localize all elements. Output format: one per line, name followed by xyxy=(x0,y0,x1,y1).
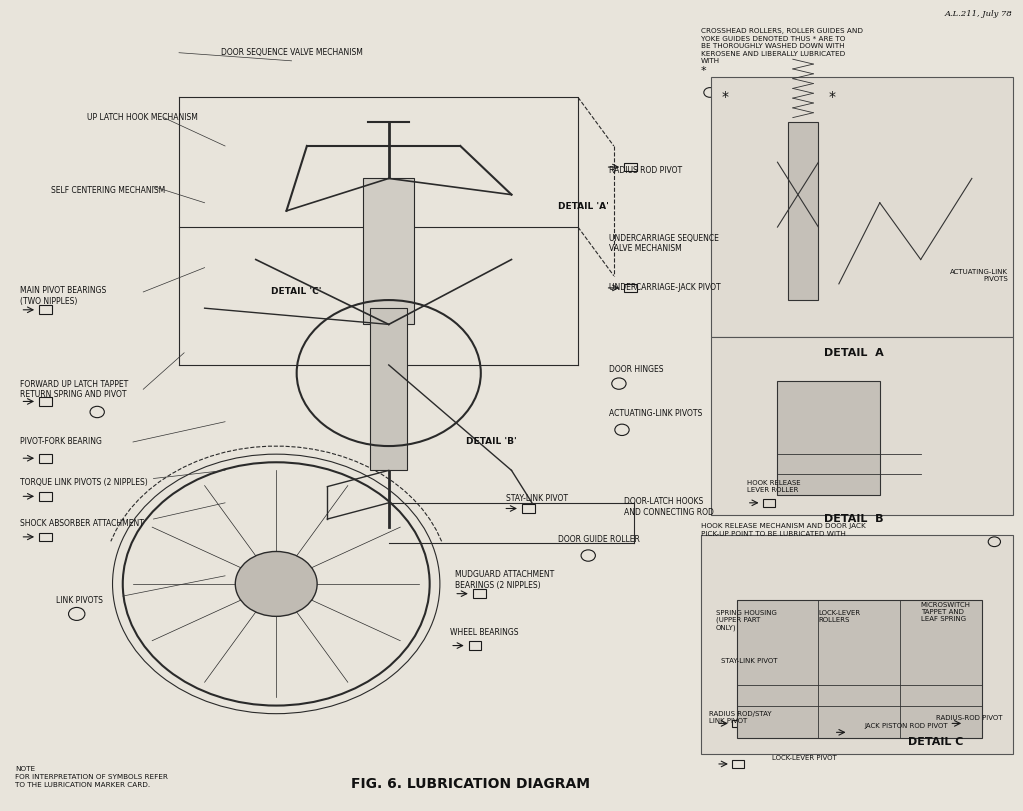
Bar xyxy=(370,308,407,470)
Text: LOCK-LEVER PIVOT: LOCK-LEVER PIVOT xyxy=(772,755,837,762)
Text: DOOR HINGES: DOOR HINGES xyxy=(609,364,663,374)
Text: *: * xyxy=(701,67,706,76)
Bar xyxy=(39,397,52,406)
Text: STAY-LINK PIVOT: STAY-LINK PIVOT xyxy=(721,658,777,664)
Text: DETAIL  A: DETAIL A xyxy=(825,348,884,358)
Text: RADIUS-ROD PIVOT: RADIUS-ROD PIVOT xyxy=(936,714,1003,721)
Text: *: * xyxy=(721,90,728,105)
Text: DETAIL 'C': DETAIL 'C' xyxy=(271,287,321,297)
Bar xyxy=(701,535,1013,754)
Bar xyxy=(522,504,535,513)
Text: DETAIL  B: DETAIL B xyxy=(825,514,884,524)
Bar xyxy=(788,122,818,300)
Text: RADIUS ROD/STAY
LINK PIVOT: RADIUS ROD/STAY LINK PIVOT xyxy=(709,711,771,724)
Text: *: * xyxy=(829,90,836,105)
Bar xyxy=(624,284,637,292)
Bar xyxy=(966,719,977,727)
Text: ACTUATING-LINK
PIVOTS: ACTUATING-LINK PIVOTS xyxy=(949,269,1008,282)
Bar xyxy=(363,178,414,324)
Text: PIVOT-FORK BEARING: PIVOT-FORK BEARING xyxy=(20,437,102,447)
Text: DETAIL C: DETAIL C xyxy=(908,737,964,747)
Text: NOTE
FOR INTERPRETATION OF SYMBOLS REFER
TO THE LUBRICATION MARKER CARD.: NOTE FOR INTERPRETATION OF SYMBOLS REFER… xyxy=(15,766,168,788)
Text: SPRING HOUSING
(UPPER PART
ONLY): SPRING HOUSING (UPPER PART ONLY) xyxy=(716,610,777,631)
Text: DOOR-LATCH HOOKS
AND CONNECTING ROD: DOOR-LATCH HOOKS AND CONNECTING ROD xyxy=(624,497,714,517)
Text: TORQUE LINK PIVOTS (2 NIPPLES): TORQUE LINK PIVOTS (2 NIPPLES) xyxy=(20,478,148,487)
Text: UP LATCH HOOK MECHANISM: UP LATCH HOOK MECHANISM xyxy=(87,113,197,122)
Text: FORWARD UP LATCH TAPPET
RETURN SPRING AND PIVOT: FORWARD UP LATCH TAPPET RETURN SPRING AN… xyxy=(20,380,129,399)
Bar xyxy=(732,760,744,768)
Text: UNDERCARRIAGE SEQUENCE
VALVE MECHANISM: UNDERCARRIAGE SEQUENCE VALVE MECHANISM xyxy=(609,234,718,253)
Text: SELF CENTERING MECHANISM: SELF CENTERING MECHANISM xyxy=(51,186,166,195)
Bar xyxy=(732,719,744,727)
Bar xyxy=(39,492,52,500)
Bar xyxy=(850,728,861,736)
Bar xyxy=(711,77,1013,337)
Bar xyxy=(473,590,486,598)
Text: MAIN PIVOT BEARINGS
(TWO NIPPLES): MAIN PIVOT BEARINGS (TWO NIPPLES) xyxy=(20,286,106,306)
Bar xyxy=(39,306,52,314)
Text: UNDERCARRIAGE-JACK PIVOT: UNDERCARRIAGE-JACK PIVOT xyxy=(609,283,720,293)
Bar xyxy=(763,499,774,507)
Text: RADIUS ROD PIVOT: RADIUS ROD PIVOT xyxy=(609,165,681,175)
Text: A.L.211, July 78: A.L.211, July 78 xyxy=(945,10,1013,18)
Bar xyxy=(711,337,1013,515)
Bar xyxy=(39,454,52,462)
Text: DOOR GUIDE ROLLER: DOOR GUIDE ROLLER xyxy=(558,534,639,544)
Text: MICROSWITCH
TAPPET AND
LEAF SPRING: MICROSWITCH TAPPET AND LEAF SPRING xyxy=(921,603,971,622)
Text: LOCK-LEVER
ROLLERS: LOCK-LEVER ROLLERS xyxy=(818,610,860,623)
Text: DETAIL 'A': DETAIL 'A' xyxy=(558,202,609,212)
Text: LINK PIVOTS: LINK PIVOTS xyxy=(56,595,103,605)
Text: MUDGUARD ATTACHMENT
BEARINGS (2 NIPPLES): MUDGUARD ATTACHMENT BEARINGS (2 NIPPLES) xyxy=(455,570,554,590)
Bar xyxy=(469,642,482,650)
Bar xyxy=(737,600,982,738)
Text: HOOK RELEASE MECHANISM AND DOOR JACK
PICK-UP POINT TO BE LUBRICATED WITH: HOOK RELEASE MECHANISM AND DOOR JACK PIC… xyxy=(701,523,865,537)
Text: ACTUATING-LINK PIVOTS: ACTUATING-LINK PIVOTS xyxy=(609,409,702,418)
Circle shape xyxy=(235,551,317,616)
Text: CROSSHEAD ROLLERS, ROLLER GUIDES AND
YOKE GUIDES DENOTED THUS * ARE TO
BE THOROU: CROSSHEAD ROLLERS, ROLLER GUIDES AND YOK… xyxy=(701,28,862,64)
Bar xyxy=(624,163,637,171)
Text: SHOCK ABSORBER ATTACHMENT: SHOCK ABSORBER ATTACHMENT xyxy=(20,518,144,528)
Text: DOOR SEQUENCE VALVE MECHANISM: DOOR SEQUENCE VALVE MECHANISM xyxy=(221,48,362,58)
Text: HOOK RELEASE
LEVER ROLLER: HOOK RELEASE LEVER ROLLER xyxy=(747,480,800,493)
Bar xyxy=(39,533,52,541)
Bar xyxy=(777,381,880,495)
Text: DETAIL 'B': DETAIL 'B' xyxy=(465,437,517,447)
Text: STAY-LINK PIVOT: STAY-LINK PIVOT xyxy=(506,494,569,504)
Text: JACK PISTON ROD PIVOT: JACK PISTON ROD PIVOT xyxy=(864,723,948,729)
Text: FIG. 6. LUBRICATION DIAGRAM: FIG. 6. LUBRICATION DIAGRAM xyxy=(351,777,590,791)
Text: WHEEL BEARINGS: WHEEL BEARINGS xyxy=(450,628,519,637)
